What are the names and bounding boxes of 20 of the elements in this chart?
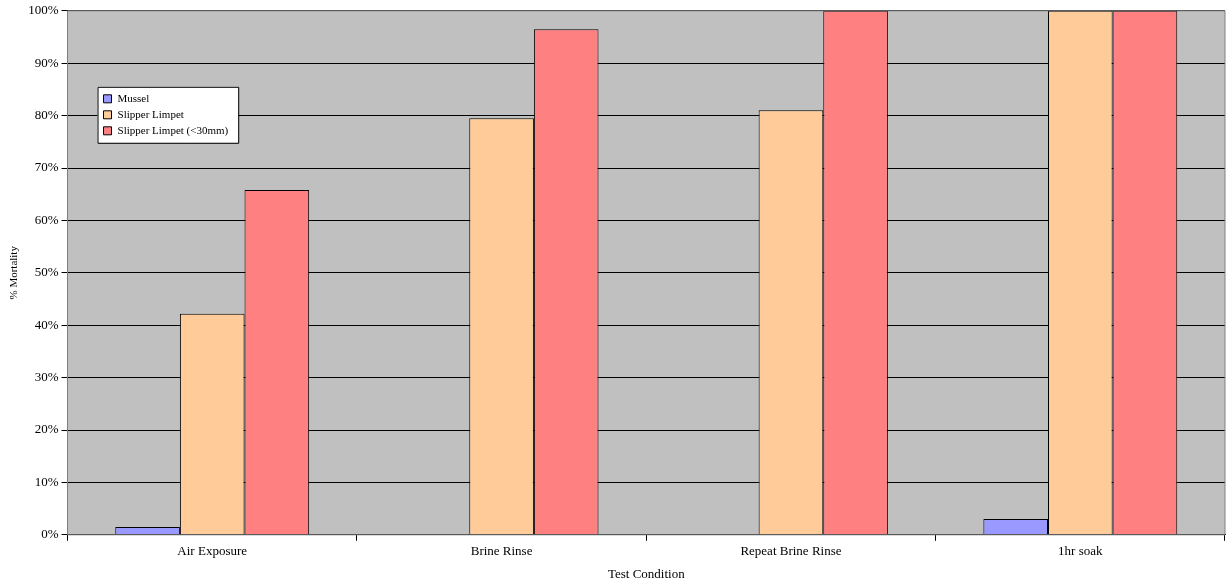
legend-label: Mussel <box>117 91 150 104</box>
y-tick-label: 20% <box>34 421 59 437</box>
legend-label: Slipper Limpet (<30mm) <box>117 123 229 137</box>
y-tick-label: 90% <box>34 54 59 70</box>
legend-label: Slipper Limpet <box>117 107 184 120</box>
y-tick-label: 10% <box>34 473 59 489</box>
x-tick-label: Brine Rinse <box>470 543 533 559</box>
y-tick-label: 80% <box>34 107 59 123</box>
y-tick-label: 70% <box>34 159 59 175</box>
x-axis-title: Test Condition <box>607 565 686 581</box>
y-tick-label: 50% <box>34 264 59 280</box>
y-tick-label: 60% <box>34 211 59 227</box>
y-tick-label: 100% <box>28 2 59 18</box>
y-axis-title: % Mortality <box>7 245 20 300</box>
y-tick-label: 30% <box>34 369 59 385</box>
x-tick-label: Repeat Brine Rinse <box>740 543 842 559</box>
y-tick-label: 40% <box>34 316 59 332</box>
x-tick-label: Air Exposure <box>177 543 248 559</box>
x-tick-label: 1hr soak <box>1058 543 1104 559</box>
y-tick-label: 0% <box>41 526 59 542</box>
